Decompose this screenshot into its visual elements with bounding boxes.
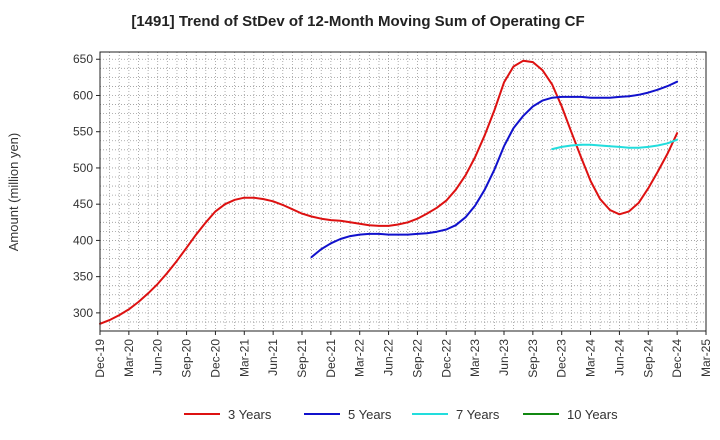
series-line-7-years bbox=[551, 138, 679, 151]
legend: 3 Years 5 Years 7 Years 10 Years bbox=[184, 407, 618, 422]
x-tick-label: Jun-21 bbox=[266, 339, 280, 376]
x-tick-label: Jun-22 bbox=[382, 339, 396, 376]
y-tick-label: 350 bbox=[73, 270, 93, 284]
plot-frame bbox=[99, 51, 707, 332]
x-tick-label: Sep-23 bbox=[526, 339, 540, 378]
series-line-3-years bbox=[99, 59, 679, 325]
y-tick-label: 650 bbox=[73, 52, 93, 66]
y-tick-label: 500 bbox=[73, 161, 93, 175]
legend-label: 3 Years bbox=[228, 407, 272, 422]
series-layer bbox=[99, 59, 679, 325]
x-tick-label: Mar-23 bbox=[468, 339, 482, 377]
x-tick-label: Jun-23 bbox=[497, 339, 511, 376]
x-tick-label: Jun-24 bbox=[612, 339, 626, 376]
x-axis-ticks: Dec-19 Mar-20 Jun-20 Sep-20 Dec-20 Mar-21 Jun-… bbox=[93, 331, 713, 378]
y-tick-label: 450 bbox=[73, 197, 93, 211]
x-tick-label: Jun-20 bbox=[151, 339, 165, 376]
series-line-5-years bbox=[310, 80, 679, 259]
chart-title: [1491] Trend of StDev of 12-Month Moving… bbox=[131, 13, 584, 30]
y-tick-label: 300 bbox=[73, 306, 93, 320]
legend-label: 5 Years bbox=[348, 407, 392, 422]
y-tick-label: 600 bbox=[73, 88, 93, 102]
x-tick-label: Dec-24 bbox=[670, 339, 684, 378]
grid-lines bbox=[99, 52, 707, 332]
x-tick-label: Dec-23 bbox=[555, 339, 569, 378]
y-tick-label: 400 bbox=[73, 233, 93, 247]
x-tick-label: Dec-19 bbox=[93, 339, 107, 378]
x-tick-label: Dec-21 bbox=[324, 339, 338, 378]
x-tick-label: Sep-22 bbox=[410, 339, 424, 378]
x-tick-label: Dec-20 bbox=[208, 339, 222, 378]
y-axis-label: Amount (million yen) bbox=[6, 133, 21, 252]
y-axis-ticks: 300 350 400 450 500 550 600 650 bbox=[73, 52, 100, 320]
y-tick-label: 550 bbox=[73, 125, 93, 139]
x-tick-label: Sep-21 bbox=[295, 339, 309, 378]
x-tick-label: Mar-24 bbox=[584, 339, 598, 377]
x-tick-label: Sep-20 bbox=[180, 339, 194, 378]
legend-label: 10 Years bbox=[567, 407, 618, 422]
x-tick-label: Mar-21 bbox=[237, 339, 251, 377]
x-tick-label: Mar-25 bbox=[699, 339, 713, 377]
x-tick-label: Dec-22 bbox=[439, 339, 453, 378]
x-tick-label: Mar-20 bbox=[122, 339, 136, 377]
x-tick-label: Sep-24 bbox=[641, 339, 655, 378]
legend-label: 7 Years bbox=[456, 407, 500, 422]
x-tick-label: Mar-22 bbox=[353, 339, 367, 377]
